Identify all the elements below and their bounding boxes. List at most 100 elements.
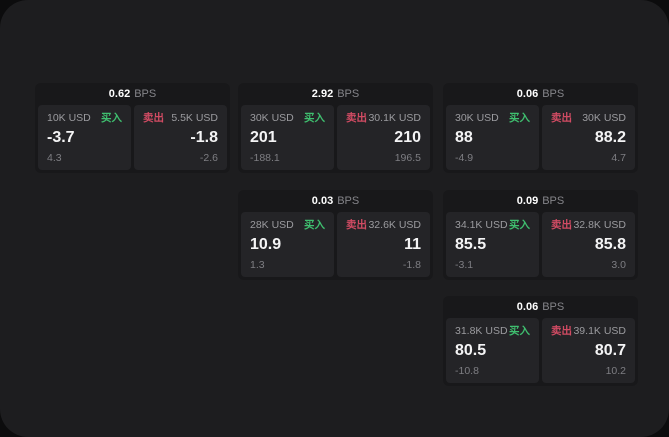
buy-panel-top: 34.1K USD 买入	[455, 219, 530, 231]
buy-tag: 买入	[101, 112, 122, 124]
buy-size-label: 34.1K USD	[455, 219, 508, 231]
bps-header: 0.06 BPS	[443, 83, 638, 105]
quote-card: 0.62 BPS 10K USD 买入 -3.7 4.3 卖出 5.5K USD…	[35, 83, 230, 173]
buy-delta: -3.1	[455, 259, 474, 271]
sell-size-label: 30.1K USD	[368, 112, 421, 124]
sell-panel-top: 卖出 30K USD	[551, 112, 626, 124]
buy-panel-top: 10K USD 买入	[47, 112, 122, 124]
buy-delta: -10.8	[455, 365, 479, 377]
sell-tag: 卖出	[551, 112, 572, 124]
buy-price: 88	[455, 129, 473, 146]
buy-price: 201	[250, 129, 277, 146]
sell-size-label: 39.1K USD	[573, 325, 626, 337]
buy-panel[interactable]: 28K USD 买入 10.9 1.3	[241, 212, 334, 277]
sell-price: 85.8	[594, 236, 626, 253]
quote-card: 0.06 BPS 31.8K USD 买入 80.5 -10.8 卖出 39.1…	[443, 296, 638, 386]
bps-value: 0.62	[108, 88, 131, 100]
buy-delta: -188.1	[250, 152, 280, 164]
sell-delta: 10.2	[605, 365, 626, 377]
sell-tag: 卖出	[346, 112, 367, 124]
buy-size-label: 28K USD	[250, 219, 294, 231]
bps-value: 2.92	[311, 88, 334, 100]
buy-delta: 4.3	[47, 152, 62, 164]
sell-tag: 卖出	[551, 325, 572, 337]
buy-size-label: 30K USD	[455, 112, 499, 124]
buy-price: 85.5	[455, 236, 487, 253]
bps-value: 0.06	[516, 88, 539, 100]
buy-price: 10.9	[250, 236, 282, 253]
bps-header: 0.62 BPS	[35, 83, 230, 105]
buy-panel[interactable]: 31.8K USD 买入 80.5 -10.8	[446, 318, 539, 383]
buy-price: 80.5	[455, 342, 487, 359]
sell-price: 11	[404, 236, 421, 253]
quote-card: 0.09 BPS 34.1K USD 买入 85.5 -3.1 卖出 32.8K…	[443, 190, 638, 280]
buy-tag: 买入	[509, 325, 530, 337]
sell-delta: 196.5	[394, 152, 421, 164]
sell-panel-top: 卖出 39.1K USD	[551, 325, 626, 337]
sell-panel-top: 卖出 5.5K USD	[143, 112, 218, 124]
bps-unit-label: BPS	[542, 301, 565, 313]
sell-size-label: 5.5K USD	[171, 112, 218, 124]
sell-panel[interactable]: 卖出 30K USD 88.2 4.7	[542, 105, 635, 170]
buy-panel-top: 30K USD 买入	[250, 112, 325, 124]
quote-card-body: 31.8K USD 买入 80.5 -10.8 卖出 39.1K USD 80.…	[443, 318, 638, 386]
buy-size-label: 30K USD	[250, 112, 294, 124]
sell-panel-top: 卖出 32.6K USD	[346, 219, 421, 231]
bps-unit-label: BPS	[542, 88, 565, 100]
buy-tag: 买入	[304, 112, 325, 124]
sell-tag: 卖出	[346, 219, 367, 231]
sell-size-label: 30K USD	[582, 112, 626, 124]
sell-panel[interactable]: 卖出 39.1K USD 80.7 10.2	[542, 318, 635, 383]
sell-price: 88.2	[594, 129, 626, 146]
sell-delta: -1.8	[402, 259, 421, 271]
buy-delta: -4.9	[455, 152, 474, 164]
sell-price: 210	[394, 129, 421, 146]
sell-panel[interactable]: 卖出 32.6K USD 11 -1.8	[337, 212, 430, 277]
bps-unit-label: BPS	[542, 195, 565, 207]
buy-tag: 买入	[304, 219, 325, 231]
buy-panel[interactable]: 34.1K USD 买入 85.5 -3.1	[446, 212, 539, 277]
quote-card-body: 30K USD 买入 201 -188.1 卖出 30.1K USD 210 1…	[238, 105, 433, 173]
quote-card: 2.92 BPS 30K USD 买入 201 -188.1 卖出 30.1K …	[238, 83, 433, 173]
buy-size-label: 31.8K USD	[455, 325, 508, 337]
bps-value: 0.06	[516, 301, 539, 313]
quote-card-body: 34.1K USD 买入 85.5 -3.1 卖出 32.8K USD 85.8…	[443, 212, 638, 280]
sell-size-label: 32.8K USD	[573, 219, 626, 231]
bps-value: 0.03	[311, 195, 334, 207]
buy-tag: 买入	[509, 219, 530, 231]
bps-unit-label: BPS	[337, 88, 360, 100]
sell-price: -1.8	[190, 129, 218, 146]
quote-card: 0.03 BPS 28K USD 买入 10.9 1.3 卖出 32.6K US…	[238, 190, 433, 280]
sell-delta: -2.6	[199, 152, 218, 164]
sell-delta: 3.0	[611, 259, 626, 271]
bps-header: 0.03 BPS	[238, 190, 433, 212]
bps-header: 2.92 BPS	[238, 83, 433, 105]
sell-tag: 卖出	[551, 219, 572, 231]
sell-delta: 4.7	[611, 152, 626, 164]
sell-panel[interactable]: 卖出 30.1K USD 210 196.5	[337, 105, 430, 170]
sell-panel[interactable]: 卖出 32.8K USD 85.8 3.0	[542, 212, 635, 277]
buy-panel[interactable]: 10K USD 买入 -3.7 4.3	[38, 105, 131, 170]
quote-card-body: 30K USD 买入 88 -4.9 卖出 30K USD 88.2 4.7	[443, 105, 638, 173]
sell-size-label: 32.6K USD	[368, 219, 421, 231]
buy-panel[interactable]: 30K USD 买入 201 -188.1	[241, 105, 334, 170]
buy-panel[interactable]: 30K USD 买入 88 -4.9	[446, 105, 539, 170]
bps-header: 0.06 BPS	[443, 296, 638, 318]
sell-panel-top: 卖出 30.1K USD	[346, 112, 421, 124]
bps-unit-label: BPS	[337, 195, 360, 207]
bps-header: 0.09 BPS	[443, 190, 638, 212]
quote-card: 0.06 BPS 30K USD 买入 88 -4.9 卖出 30K USD 8…	[443, 83, 638, 173]
sell-panel[interactable]: 卖出 5.5K USD -1.8 -2.6	[134, 105, 227, 170]
buy-panel-top: 28K USD 买入	[250, 219, 325, 231]
sell-panel-top: 卖出 32.8K USD	[551, 219, 626, 231]
buy-size-label: 10K USD	[47, 112, 91, 124]
sell-price: 80.7	[594, 342, 626, 359]
buy-delta: 1.3	[250, 259, 265, 271]
sell-tag: 卖出	[143, 112, 164, 124]
bps-unit-label: BPS	[134, 88, 157, 100]
quote-card-body: 10K USD 买入 -3.7 4.3 卖出 5.5K USD -1.8 -2.…	[35, 105, 230, 173]
buy-panel-top: 30K USD 买入	[455, 112, 530, 124]
buy-price: -3.7	[47, 129, 75, 146]
bps-value: 0.09	[516, 195, 539, 207]
